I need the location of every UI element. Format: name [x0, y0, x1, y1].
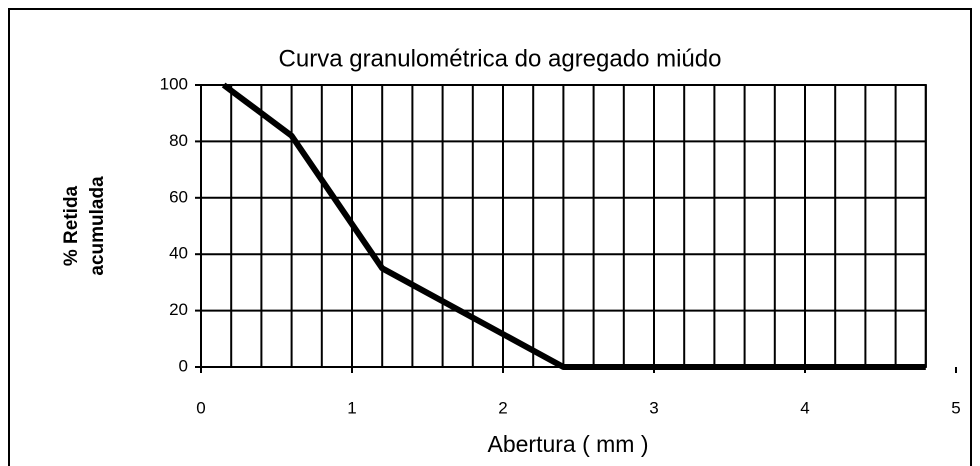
chart-title: Curva granulométrica do agregado miúdo [279, 45, 722, 72]
y-tick-label: 20 [169, 300, 188, 319]
x-axis-label: Abertura ( mm ) [487, 431, 648, 457]
frame [8, 8, 972, 466]
x-tick-label: 0 [196, 398, 205, 417]
y-axis-label: acumulada [87, 176, 108, 276]
x-tick-label: 5 [951, 398, 960, 417]
y-tick-label: 100 [160, 74, 188, 93]
y-tick-label: 80 [169, 131, 188, 150]
y-axis-label: % Retida [61, 185, 82, 266]
data-line [221, 82, 926, 370]
x-tick-label: 1 [347, 398, 356, 417]
x-tick-label: 2 [498, 398, 507, 417]
y-tick-label: 40 [169, 244, 188, 263]
y-tick-label: 60 [169, 187, 188, 206]
y-tick-label: 0 [179, 356, 188, 375]
x-tick-label: 3 [649, 398, 658, 417]
x-tick-label: 4 [800, 398, 809, 417]
